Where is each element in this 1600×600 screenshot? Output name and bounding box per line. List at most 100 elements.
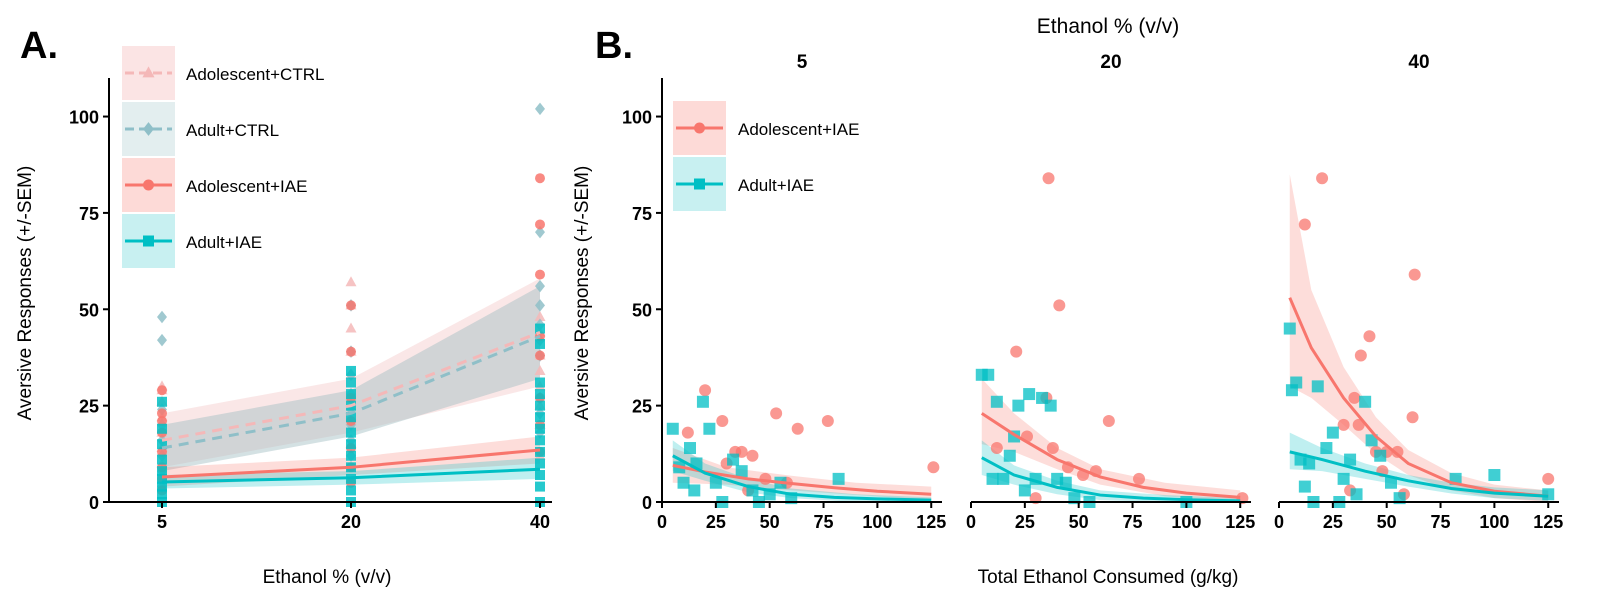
panel-a-point [535,435,545,446]
panel-b-fit-line [672,454,932,502]
panel-a: A. 0 25 50 75 100 5 20 40 Ethanol % (v/v) Avers… [15,25,552,588]
panel-b-fit-line [1289,450,1549,498]
panel-a-legend-marker [143,235,154,247]
panel-a-line-0 [161,331,541,442]
panel-b-point [696,395,709,408]
panel-a-legend-label: Adolescent+IAE [186,177,307,196]
panel-b-x-tick-label: 75 [1431,512,1451,532]
panel-b-point [1348,391,1361,404]
panel-b-point [1337,418,1350,431]
panel-b-point [982,368,995,381]
panel-b-point [684,442,696,455]
panel-b-legend-marker [694,122,705,134]
panel-a-plot-area: 0 25 50 75 100 5 20 40 [69,78,552,532]
panel-b-point [986,472,999,485]
panel-b-point [832,472,845,485]
panel-a-point [157,446,167,457]
panel-a-x-tick-label: 40 [530,512,550,532]
panel-b-point [703,422,716,435]
panel-a-point [535,377,545,388]
panel-a-x-tick-label: 5 [157,512,167,532]
panel-a-point [157,333,167,347]
panel-a-point [535,219,545,230]
panel-a-point [535,102,545,116]
panel-a-point [346,485,356,496]
panel-b-point [1365,434,1378,447]
panel-b-point [1391,445,1404,458]
panel-a-x-tick-label: 20 [341,512,361,532]
panel-b-point [1053,299,1066,312]
panel-b-point [1337,472,1350,485]
panel-b-point [1363,330,1376,343]
panel-b-x-tick-label: 100 [1171,512,1201,532]
panel-a-legend-label: Adolescent+CTRL [186,65,324,84]
panel-a-point [346,389,356,400]
panel-b-point [699,384,712,397]
panel-b-point [1003,449,1016,462]
panel-a-point [157,416,167,427]
panel-b-x-tick-label: 50 [760,512,780,532]
panel-b-point [1316,172,1329,185]
panel-b-point [1303,457,1316,470]
panel-a-point [535,323,545,334]
panel-b-ribbon [1289,174,1549,502]
panel-b-ribbon [672,440,932,502]
panel-a-point [535,350,545,361]
panel-a-point [157,439,167,450]
panel-b-x-tick-label: 100 [1479,512,1509,532]
panel-a-y-tick-label: 25 [79,397,99,417]
panel-a-point [157,423,167,434]
panel-b-y-tick-label: 25 [632,397,652,417]
panel-b-y-axis-title: Aversive Responses (+/-SEM) [572,166,593,421]
panel-a-point [535,458,545,469]
panel-b-x-tick-label: 75 [814,512,834,532]
panel-b-point [1102,415,1115,428]
panel-a-point [534,310,546,321]
panel-b-x-tick-label: 125 [1533,512,1563,532]
panel-b-x-tick-label: 125 [916,512,946,532]
panel-b-point [709,476,722,489]
panel-a-line-3 [161,467,541,484]
panel-b-fit-line [980,412,1241,499]
panel-b-point [1359,395,1372,408]
panel-a-point [535,470,545,481]
panel-b-point [1344,453,1357,466]
panel-a-legend-marker [142,66,155,78]
panel-b-fit-line [1288,297,1549,498]
panel-a-x-axis-title: Ethanol % (v/v) [263,567,392,588]
panel-b-point [677,476,690,489]
panel-b-point [1059,476,1072,489]
panel-a-point [157,310,167,324]
panel-b-point [1044,399,1057,412]
panel-b-label: B. [595,25,633,67]
panel-a-point [346,377,356,388]
panel-b-point [1133,472,1145,485]
panel-a-legend-marker [143,179,154,191]
panel-b-point [1298,480,1311,493]
panel-b-point [821,415,834,428]
panel-a-point [346,450,356,461]
panel-b-point [1354,349,1367,362]
panel-b-x-tick-label: 75 [1123,512,1143,532]
panel-a-legend-label: Adult+CTRL [186,121,279,140]
panel-b-point [1326,426,1339,439]
panel-b-point [791,422,804,435]
panel-b-point [1488,469,1501,482]
panel-a-point [534,364,546,375]
panel-b-y-tick-label: 0 [642,493,652,513]
panel-b-point [727,453,740,466]
panel-a-point [157,396,167,407]
panel-a-line-1 [161,334,541,450]
panel-b-point [1283,322,1296,335]
panel-b-facet-label: 5 [797,52,808,73]
panel-b-point [997,472,1010,485]
panel-a-point [535,446,545,457]
panel-b-y-tick-label: 50 [632,300,652,320]
panel-a-y-tick-label: 0 [89,493,99,513]
panel-b-x-tick-label: 0 [657,512,667,532]
panel-a-label: A. [20,25,58,67]
panel-a-ribbon-1 [162,286,540,472]
panel-b-x-tick-label: 50 [1377,512,1397,532]
panel-a-legend-label: Adult+IAE [186,233,262,252]
